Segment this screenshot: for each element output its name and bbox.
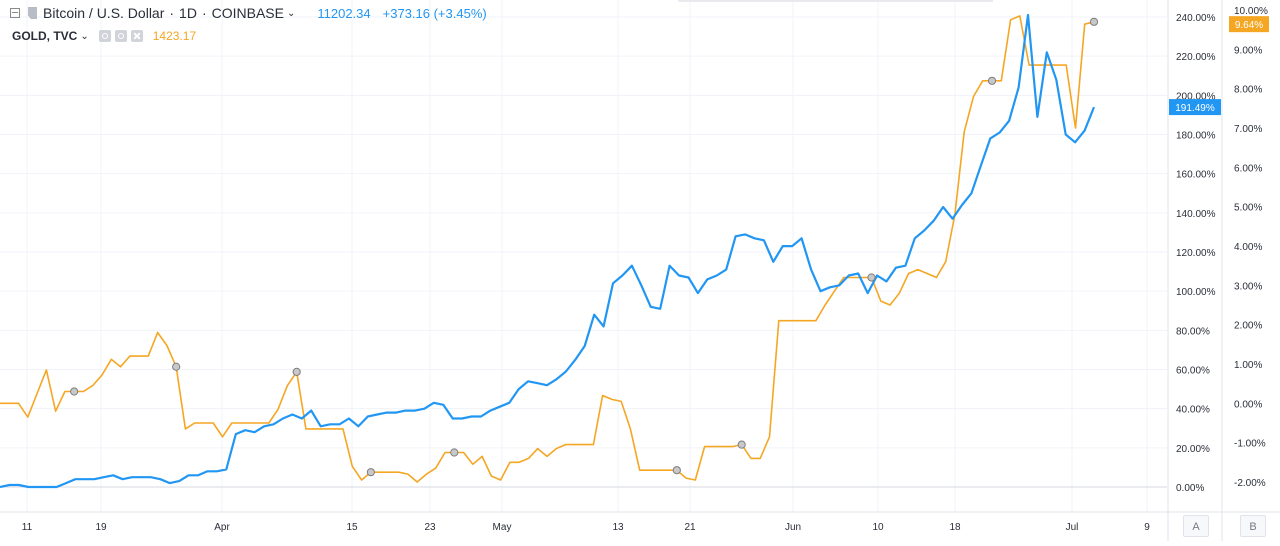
legend-separator: · [201,5,207,21]
left-axis-tick-label: 240.00% [1176,13,1216,24]
x-axis-tick-label: 11 [22,522,33,533]
axis-a-button[interactable]: A [1183,515,1209,537]
x-axis-tick-label: 21 [684,522,696,533]
right-axis-tick-label: 9.00% [1234,45,1262,56]
x-axis-tick-label: 18 [949,522,961,533]
event-marker[interactable] [70,387,79,396]
compare-legend[interactable]: GOLD, TVC ⌄ 1423.17 [12,29,196,43]
gold-last-value-label: 9.64% [1235,20,1263,31]
btc-last-value-badge [1169,99,1221,116]
chevron-down-icon[interactable]: ⌄ [80,30,89,42]
left-axis-tick-label: 20.00% [1176,444,1210,455]
x-axis-tick-label: 13 [612,522,624,533]
x-axis-tick-label: 9 [1144,522,1150,533]
close-icon[interactable] [130,30,143,42]
exchange-label[interactable]: COINBASE [211,5,284,21]
left-axis-tick-label: 0.00% [1176,483,1204,494]
main-legend[interactable]: Bitcoin / U.S. Dollar · 1D · COINBASE ⌄ … [10,5,487,21]
event-marker[interactable] [987,76,997,85]
event-marker[interactable] [672,466,681,475]
main-symbol-name[interactable]: Bitcoin / U.S. Dollar [43,5,165,21]
compare-symbol-name[interactable]: GOLD, TVC [12,29,78,43]
x-axis-tick-label: 10 [872,522,884,533]
left-axis-tick-label: 200.00% [1176,91,1216,102]
right-axis-tick-label: 6.00% [1234,163,1262,174]
interval-label[interactable]: 1D [179,5,197,21]
left-axis-tick-label: 180.00% [1176,131,1216,142]
right-axis-tick-label: 8.00% [1234,85,1262,96]
chevron-down-icon[interactable]: ⌄ [286,7,296,19]
right-axis-tick-label: 3.00% [1234,281,1262,292]
left-axis-tick-label: 220.00% [1176,52,1216,63]
axis-b-button[interactable]: B [1240,515,1266,537]
visibility-eye-icon[interactable] [98,30,111,42]
left-axis-tick-label: 40.00% [1176,405,1210,416]
symbol-bar-icon [28,7,37,19]
bitcoin-series-line[interactable] [0,13,1096,489]
left-axis-tick-label: 140.00% [1176,209,1216,220]
x-axis-tick-label: 19 [95,522,107,533]
left-axis-tick-label: 60.00% [1176,366,1210,377]
right-axis-tick-label: 0.00% [1234,399,1262,410]
right-axis-tick-label: 1.00% [1234,360,1262,371]
right-axis-tick-label: 5.00% [1234,203,1262,214]
x-axis-tick-label: Jun [785,522,801,533]
x-axis-tick-label: 15 [346,522,358,533]
left-axis-tick-label: 120.00% [1176,248,1216,259]
right-axis-tick-label: 2.00% [1234,321,1262,332]
settings-gear-icon[interactable] [114,30,127,42]
right-axis-tick-label: -2.00% [1234,478,1266,489]
gold-last-value-badge [1229,16,1269,33]
right-axis-tick-label: 10.00% [1234,6,1268,17]
compare-price: 1423.17 [152,29,197,43]
event-marker[interactable] [450,448,459,457]
collapse-legend-icon[interactable] [10,8,20,18]
left-axis-tick-label: 100.00% [1176,287,1216,298]
event-marker[interactable] [867,273,876,282]
gold-series-line[interactable] [0,15,1095,483]
btc-last-value-label: 191.49% [1175,103,1215,114]
left-axis-tick-label: 160.00% [1176,170,1216,181]
right-axis-tick-label: 7.00% [1234,124,1262,135]
price-change: +373.16 (+3.45%) [382,5,487,21]
x-axis-tick-label: Apr [214,522,230,533]
x-axis-tick-label: 23 [424,522,436,533]
legend-separator: · [169,5,175,21]
right-axis-tick-label: -1.00% [1234,439,1266,450]
x-axis-tick-label: Jul [1066,522,1079,533]
event-marker[interactable] [172,362,181,371]
event-marker[interactable] [737,440,746,449]
event-marker[interactable] [1089,17,1099,26]
event-marker[interactable] [366,468,375,477]
left-axis-tick-label: 80.00% [1176,326,1210,337]
event-marker[interactable] [292,367,301,376]
x-axis-tick-label: May [493,522,512,533]
top-dropdown-edge [678,0,993,2]
last-price: 11202.34 [317,5,371,21]
right-axis-tick-label: 4.00% [1234,242,1262,253]
